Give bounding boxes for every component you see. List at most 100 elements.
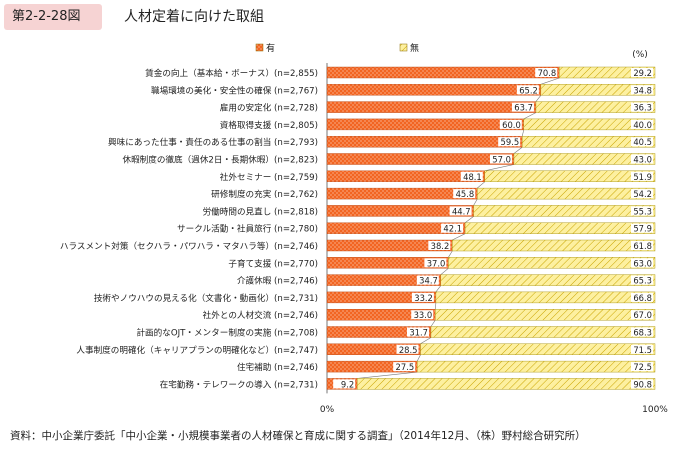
category-label: 人事制度の明確化（キャリアプランの明確化など）(n=2,747) bbox=[76, 344, 318, 356]
value-label-no: 90.8 bbox=[633, 379, 652, 389]
connector-line bbox=[452, 233, 466, 241]
value-label-yes: 44.7 bbox=[452, 206, 471, 216]
legend-yes-swatch bbox=[255, 43, 264, 52]
bar-no bbox=[448, 257, 656, 269]
value-label-yes: 27.5 bbox=[396, 362, 415, 372]
connector-line bbox=[473, 198, 478, 206]
value-label-bg bbox=[631, 171, 653, 181]
value-label-bg bbox=[535, 68, 558, 77]
connector-line bbox=[448, 250, 453, 258]
value-label-bg bbox=[631, 310, 653, 320]
value-label-yes: 63.7 bbox=[514, 103, 533, 113]
value-label-no: 43.0 bbox=[633, 155, 652, 165]
figure-number-badge: 第2-2-28図 bbox=[4, 4, 102, 30]
value-label-yes: 37.0 bbox=[427, 258, 446, 268]
bar-no bbox=[435, 309, 656, 321]
connector-line bbox=[513, 146, 523, 154]
value-label-no: 57.9 bbox=[633, 224, 652, 234]
bar-no bbox=[464, 222, 656, 234]
value-label-bg bbox=[631, 206, 653, 216]
value-label-bg bbox=[441, 223, 464, 233]
category-label: 賃金の向上（基本給・ボーナス）(n=2,855) bbox=[145, 67, 318, 79]
value-label-yes: 33.2 bbox=[414, 293, 433, 303]
value-label-no: 61.8 bbox=[633, 241, 652, 251]
bar-no bbox=[513, 153, 656, 165]
connector-line bbox=[416, 354, 421, 362]
value-label-bg bbox=[516, 85, 539, 95]
connector-line bbox=[435, 285, 442, 293]
x-tick-label: 100% bbox=[642, 405, 668, 415]
value-label-yes: 57.0 bbox=[492, 155, 511, 165]
value-label-bg bbox=[631, 362, 653, 372]
value-label-bg bbox=[631, 344, 653, 354]
value-label-bg bbox=[333, 379, 356, 389]
value-label-no: 72.5 bbox=[633, 362, 652, 372]
value-label-yes: 31.7 bbox=[409, 328, 428, 338]
value-label-bg bbox=[631, 85, 653, 95]
value-label-bg bbox=[449, 206, 472, 216]
value-label-no: 63.0 bbox=[633, 258, 652, 268]
bar-no bbox=[540, 84, 656, 96]
value-label-bg bbox=[631, 68, 653, 77]
value-label-yes: 65.2 bbox=[519, 85, 538, 95]
connector-line bbox=[357, 371, 418, 379]
value-label-no: 67.0 bbox=[633, 310, 652, 320]
category-label: 住宅補助 (n=2,746) bbox=[237, 361, 318, 373]
value-label-bg bbox=[406, 327, 429, 337]
category-label: 介護休暇 (n=2,746) bbox=[237, 275, 318, 287]
bar-yes bbox=[326, 101, 537, 113]
category-label: 研修制度の充実 (n=2,762) bbox=[211, 188, 318, 200]
connector-line bbox=[484, 164, 515, 172]
bar-no bbox=[430, 326, 656, 338]
value-label-bg bbox=[424, 258, 447, 268]
value-label-bg bbox=[631, 327, 653, 337]
value-label-yes: 60.0 bbox=[502, 120, 521, 130]
connector-line bbox=[540, 77, 560, 85]
bar-no bbox=[477, 187, 656, 200]
value-label-bg bbox=[428, 241, 451, 250]
value-label-bg bbox=[631, 119, 653, 129]
value-label-bg bbox=[631, 292, 653, 302]
value-label-bg bbox=[499, 119, 522, 129]
bar-no bbox=[559, 66, 656, 79]
value-label-bg bbox=[631, 275, 653, 285]
value-label-bg bbox=[631, 223, 653, 233]
value-label-yes: 28.5 bbox=[399, 345, 418, 355]
legend-yes-label: 有 bbox=[266, 42, 275, 54]
bar-yes bbox=[326, 153, 515, 165]
value-label-no: 65.3 bbox=[633, 276, 652, 286]
connector-line bbox=[477, 181, 485, 189]
value-label-yes: 42.1 bbox=[443, 224, 462, 234]
value-label-no: 66.8 bbox=[633, 293, 652, 303]
connector-line bbox=[434, 302, 437, 310]
value-label-yes: 70.8 bbox=[538, 68, 557, 78]
category-label: 技術やノウハウの見える化（文書化・動画化）(n=2,731) bbox=[94, 292, 318, 304]
connector-line bbox=[430, 320, 436, 327]
value-label-bg bbox=[511, 102, 534, 112]
x-tick-label: 0% bbox=[320, 405, 335, 415]
value-label-bg bbox=[631, 379, 653, 389]
bar-no bbox=[420, 343, 656, 355]
bar-no bbox=[452, 239, 656, 252]
connector-line bbox=[523, 112, 537, 120]
value-label-yes: 9.2 bbox=[341, 379, 354, 389]
category-label: 在宅勤務・テレワークの導入 (n=2,731) bbox=[160, 378, 318, 390]
value-label-no: 71.5 bbox=[633, 345, 652, 355]
x-axis-ticks: 0% 100% bbox=[320, 405, 668, 415]
category-label: サークル活動・社員旅行 (n=2,780) bbox=[177, 223, 318, 235]
unit-label: (%) bbox=[632, 50, 648, 60]
bar-no bbox=[535, 101, 656, 113]
value-label-bg bbox=[631, 258, 653, 268]
bar-no bbox=[435, 291, 656, 304]
category-label: 興味にあった仕事・責任のある仕事の割当 (n=2,793) bbox=[108, 136, 318, 148]
source-note: 資料：中小企業庁委託「中小企業・小規模事業者の人材確保と育成に関する調査」（20… bbox=[10, 430, 586, 442]
bar-no bbox=[521, 135, 656, 148]
value-label-bg bbox=[631, 102, 653, 112]
bar-no bbox=[440, 274, 656, 286]
bar-no bbox=[417, 360, 656, 373]
bar-no bbox=[484, 170, 656, 183]
bar-no bbox=[356, 378, 656, 390]
category-label: ハラスメント対策（セクハラ・パワハラ・マタハラ等）(n=2,746) bbox=[60, 240, 318, 252]
connector-lines bbox=[357, 77, 560, 379]
